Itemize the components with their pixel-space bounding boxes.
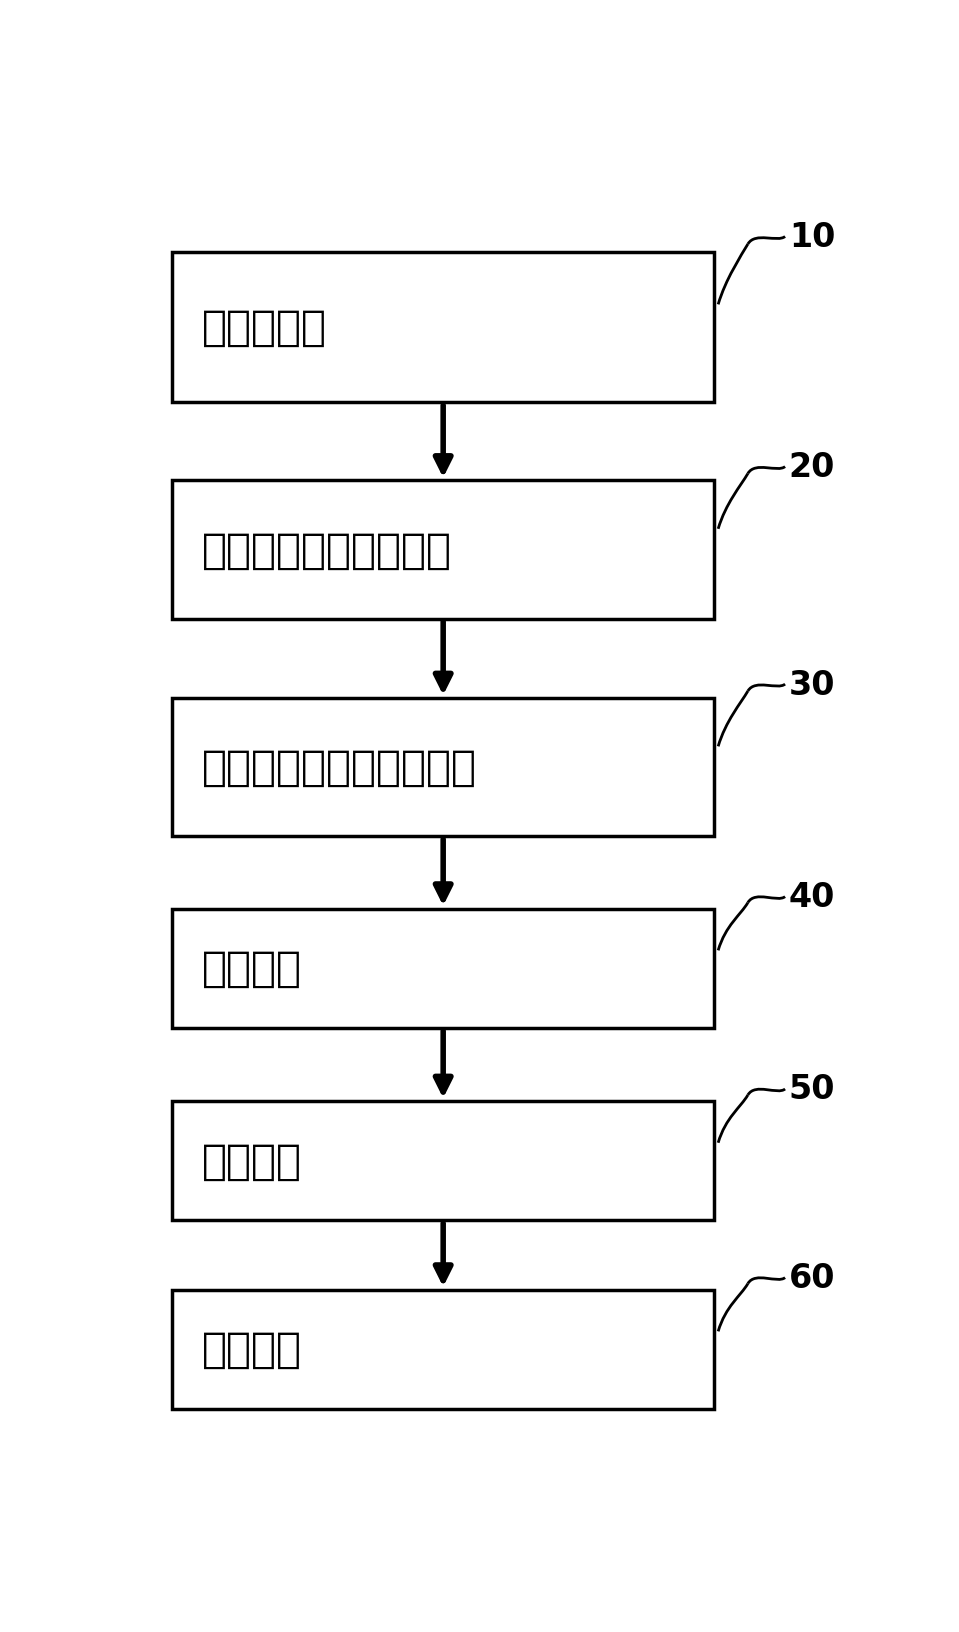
Text: 表面等离激元激发单元: 表面等离激元激发单元: [201, 529, 452, 571]
Text: 40: 40: [788, 881, 835, 914]
Text: 10: 10: [788, 220, 835, 255]
Text: 20: 20: [788, 450, 835, 483]
Text: 表面等离激元场杂化单元: 表面等离激元场杂化单元: [201, 746, 477, 788]
Text: 监控单元: 监控单元: [201, 1328, 302, 1371]
Text: 检测单元: 检测单元: [201, 1141, 302, 1182]
Bar: [172, 253, 714, 403]
Text: 激发光单元: 激发光单元: [201, 307, 327, 349]
Bar: [172, 698, 714, 837]
Bar: [172, 1289, 714, 1408]
Text: 30: 30: [788, 667, 835, 702]
Text: 60: 60: [788, 1262, 835, 1294]
Text: 扫描单元: 扫描单元: [201, 948, 302, 989]
Text: 50: 50: [788, 1072, 835, 1106]
Bar: [172, 909, 714, 1028]
Bar: [172, 481, 714, 619]
Bar: [172, 1102, 714, 1221]
